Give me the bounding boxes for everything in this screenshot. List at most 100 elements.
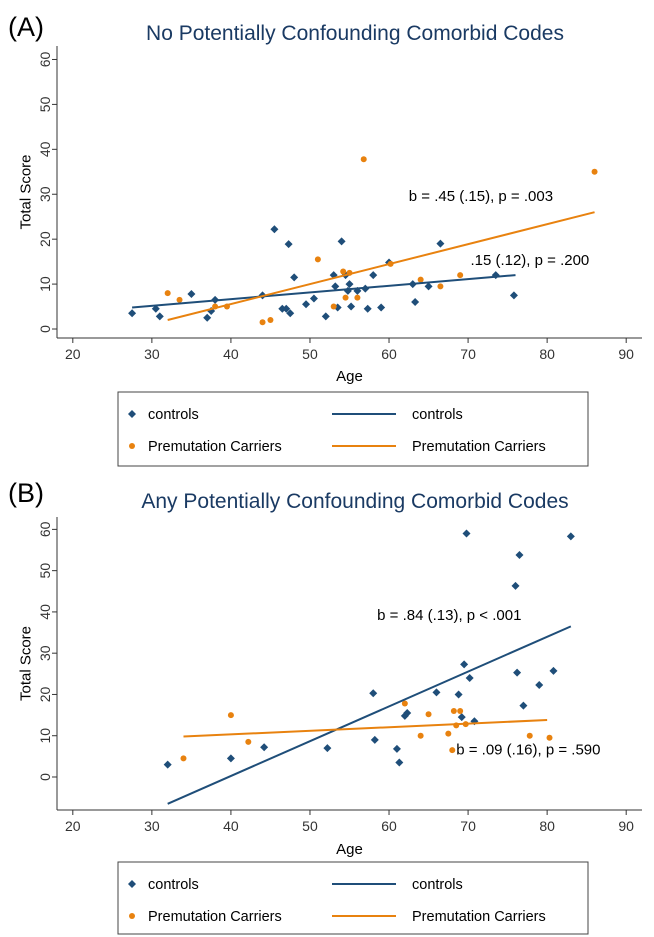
regression-annotation: b = .45 (.15), p = .003 [409,188,553,205]
data-point-controls [424,282,433,291]
data-point-carriers [445,730,452,737]
x-tick-label: 40 [223,818,239,834]
data-point-carriers [546,734,553,741]
regression-annotation: b = .84 (.13), p < .001 [377,607,521,624]
data-point-controls [260,743,269,752]
fit-line-carriers [183,719,548,738]
legend-label: Premutation Carriers [412,909,546,925]
data-point-carriers [245,738,252,745]
y-tick-label: 20 [37,686,53,702]
fit-line-controls [132,274,516,309]
data-point-carriers [342,294,349,301]
legend-marker-controls [128,880,136,888]
data-point-carriers [457,272,464,279]
data-point-controls [128,309,137,318]
x-tick-label: 90 [618,818,634,834]
data-point-carriers [450,707,457,714]
data-point-controls [377,303,386,312]
data-point-controls [395,758,404,767]
y-tick-label: 50 [37,96,53,112]
data-point-carriers [227,712,234,719]
data-point-carriers [267,317,274,324]
data-point-controls [347,302,356,311]
x-tick-label: 70 [460,818,476,834]
y-tick-label: 60 [37,51,53,67]
data-point-carriers [437,283,444,290]
data-point-controls [290,273,299,282]
data-point-controls [331,282,340,291]
data-point-carriers [176,296,183,303]
y-tick-label: 10 [37,728,53,744]
data-point-controls [369,271,378,280]
x-tick-label: 30 [144,818,160,834]
y-tick-label: 40 [37,604,53,620]
data-point-controls [363,304,372,313]
data-point-controls [515,550,524,559]
data-point-carriers [330,303,337,310]
x-tick-label: 50 [302,346,318,362]
data-point-carriers [401,700,408,707]
data-point-controls [511,581,520,590]
data-point-carriers [449,747,456,754]
data-point-controls [513,668,522,677]
panel-label: (B) [8,478,44,508]
chart-title: No Potentially Confounding Comorbid Code… [146,22,564,45]
y-tick-label: 60 [37,521,53,537]
data-point-controls [457,713,466,722]
x-tick-label: 80 [539,818,555,834]
x-tick-label: 40 [223,346,239,362]
data-point-controls [321,312,330,321]
legend-label: Premutation Carriers [148,439,282,455]
x-tick-label: 50 [302,818,318,834]
x-tick-label: 90 [618,346,634,362]
data-point-controls [432,688,441,697]
data-point-carriers [164,290,171,297]
y-tick-label: 30 [37,645,53,661]
legend-marker-controls [128,410,136,418]
data-point-controls [151,304,160,313]
data-point-controls [163,760,172,769]
fit-line-carriers [167,211,595,322]
data-point-carriers [591,168,598,175]
data-point-carriers [417,276,424,283]
data-point-carriers [340,268,347,275]
fit-line-controls [167,625,572,805]
data-point-controls [369,689,378,698]
y-tick-label: 40 [37,141,53,157]
x-tick-label: 60 [381,346,397,362]
data-point-carriers [417,732,424,739]
data-point-carriers [314,256,321,263]
data-point-controls [509,291,518,300]
chart-panel-b: (B) Any Potentially Confounding Comorbid … [8,478,642,935]
x-tick-label: 30 [144,346,160,362]
data-point-carriers [360,156,367,163]
x-tick-label: 20 [65,818,81,834]
panel-label: (A) [8,12,44,42]
data-point-controls [465,673,474,682]
legend-label: controls [148,407,199,423]
y-tick-label: 20 [37,231,53,247]
data-point-controls [411,298,420,307]
legend-label: Premutation Carriers [412,439,546,455]
data-point-controls [270,225,279,234]
legend-label: controls [412,877,463,893]
y-tick-label: 0 [37,773,53,781]
data-point-controls [309,294,318,303]
data-point-controls [370,735,379,744]
chart-panel-a: (A) No Potentially Confounding Comorbid C… [8,12,642,467]
data-point-controls [392,744,401,753]
data-point-controls [460,660,469,669]
data-point-controls [403,709,412,718]
data-point-carriers [457,707,464,714]
legend-label: controls [148,877,199,893]
data-point-controls [155,312,164,321]
legend-marker-carriers [129,913,135,919]
data-point-carriers [180,755,187,762]
data-point-controls [323,744,332,753]
y-tick-label: 10 [37,276,53,292]
legend-marker-carriers [129,443,135,449]
y-tick-label: 50 [37,563,53,579]
regression-annotation: .15 (.12), p = .200 [470,252,589,269]
chart-title: Any Potentially Confounding Comorbid Cod… [141,490,568,513]
